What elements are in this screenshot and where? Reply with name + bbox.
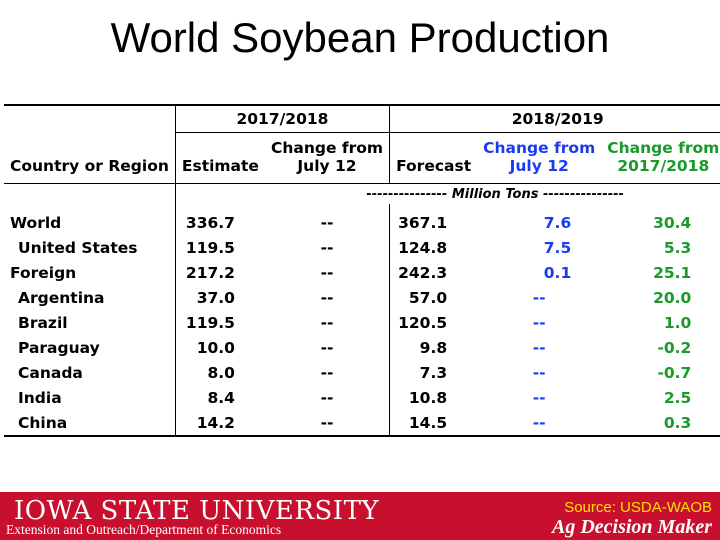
region-cell: Argentina — [18, 288, 105, 307]
change-july-cell: -- — [264, 410, 390, 437]
region-cell: Brazil — [18, 313, 68, 332]
units-label: --------------- Million Tons -----------… — [264, 183, 720, 204]
table-row: Argentina 37.0 -- 57.0 -- 20.0 — [4, 285, 720, 310]
units-row: --------------- Million Tons -----------… — [4, 183, 720, 204]
table-row: United States 119.5 -- 124.8 7.5 5.3 — [4, 235, 720, 260]
footer-bar: IOWA STATE UNIVERSITY Extension and Outr… — [0, 492, 720, 540]
change-july-cell: -- — [320, 263, 334, 282]
estimate-cell: 336.7 — [174, 204, 265, 235]
change-1718-cell: -0.7 — [657, 363, 692, 382]
change-july-b-cell: -- — [532, 313, 546, 332]
table-body: World 336.7 -- 367.1 7.6 30.4 United States 119… — [4, 204, 720, 437]
estimate-cell: 119.5 — [174, 310, 265, 335]
change-july-cell: -- — [320, 363, 334, 382]
header-country: Country or Region — [10, 157, 169, 175]
header-change-1718-line2: 2017/2018 — [617, 157, 710, 175]
region-cell: Paraguay — [18, 338, 100, 357]
header-change-1718-line1: Change from — [607, 139, 720, 157]
region-cell: Canada — [18, 363, 83, 382]
table-row: China 14.2 -- 14.5 -- 0.3 — [4, 410, 720, 437]
region-cell: China — [4, 410, 176, 437]
header-empty-cell — [4, 105, 175, 133]
page-title: World Soybean Production — [110, 14, 610, 61]
university-logo: IOWA STATE UNIVERSITY — [14, 496, 380, 526]
table-row: India 8.4 -- 10.8 -- 2.5 — [4, 385, 720, 410]
estimate-cell: 119.5 — [174, 235, 265, 260]
change-july-cell: -- — [320, 313, 334, 332]
region-cell: World — [10, 213, 62, 232]
change-july-b-cell: -- — [532, 338, 546, 357]
change-1718-cell: 5.3 — [663, 238, 692, 257]
change-1718-cell: 0.3 — [601, 410, 720, 437]
header-group-2018-2019: 2018/2019 — [389, 105, 720, 133]
header-row-line2: Country or Region Estimate July 12 Forec… — [4, 157, 720, 184]
change-1718-cell: 2.5 — [663, 388, 692, 407]
source-label: Source: USDA-WAOB — [564, 499, 712, 516]
header-row-line1: Change from Change from Change from — [4, 132, 720, 158]
header-empty-cell — [4, 133, 175, 158]
forecast-cell: 124.8 — [389, 235, 478, 260]
table-row: Paraguay 10.0 -- 9.8 -- -0.2 — [4, 335, 720, 360]
table-row: Brazil 119.5 -- 120.5 -- 1.0 — [4, 310, 720, 335]
forecast-cell: 120.5 — [389, 310, 478, 335]
header-row-groups: 2017/2018 2018/2019 — [4, 105, 720, 133]
estimate-cell: 10.0 — [174, 335, 265, 360]
change-1718-cell: -0.2 — [657, 338, 692, 357]
change-july-b-cell: 7.5 — [543, 238, 572, 257]
brand-label: Ag Decision Maker — [552, 516, 712, 538]
change-july-b-cell: -- — [477, 410, 602, 437]
units-empty-cell — [4, 183, 176, 204]
estimate-cell: 14.2 — [174, 410, 265, 437]
forecast-cell: 57.0 — [389, 285, 478, 310]
region-cell: India — [18, 388, 62, 407]
change-1718-cell: 25.1 — [653, 263, 692, 282]
change-july-cell: -- — [320, 238, 334, 257]
forecast-cell: 367.1 — [389, 204, 478, 235]
table-row: Foreign 217.2 -- 242.3 0.1 25.1 — [4, 260, 720, 285]
production-table: 2017/2018 2018/2019 Change from Change f… — [4, 104, 720, 437]
production-table-container: 2017/2018 2018/2019 Change from Change f… — [4, 104, 720, 437]
forecast-cell: 14.5 — [389, 410, 478, 437]
estimate-cell: 8.0 — [174, 360, 265, 385]
extension-label: Extension and Outreach/Department of Eco… — [6, 522, 282, 537]
units-empty-cell — [174, 183, 265, 204]
change-july-b-cell: -- — [532, 363, 546, 382]
region-cell: United States — [18, 238, 138, 257]
change-1718-cell: 20.0 — [653, 288, 692, 307]
change-july-b-cell: -- — [532, 288, 546, 307]
header-change-july-line1: Change from — [270, 139, 384, 157]
change-july-cell: -- — [320, 213, 334, 232]
estimate-cell: 217.2 — [174, 260, 265, 285]
forecast-cell: 9.8 — [389, 335, 478, 360]
header-group-2017-2018: 2017/2018 — [174, 105, 390, 133]
header-change-july-b-line1: Change from — [483, 139, 596, 157]
header-empty-cell — [389, 132, 478, 157]
region-cell: Foreign — [10, 263, 77, 282]
estimate-cell: 37.0 — [174, 285, 265, 310]
change-july-cell: -- — [320, 388, 334, 407]
change-1718-cell: 1.0 — [663, 313, 692, 332]
forecast-cell: 7.3 — [389, 360, 478, 385]
change-1718-cell: 30.4 — [653, 213, 692, 232]
header-estimate: Estimate — [174, 157, 265, 184]
forecast-cell: 242.3 — [389, 260, 478, 285]
header-forecast: Forecast — [389, 157, 478, 184]
change-july-b-cell: 7.6 — [543, 213, 572, 232]
estimate-cell: 8.4 — [174, 385, 265, 410]
change-july-cell: -- — [320, 338, 334, 357]
header-change-july-b-line2: July 12 — [509, 157, 569, 175]
table-row: Canada 8.0 -- 7.3 -- -0.7 — [4, 360, 720, 385]
header-change-july-line2: July 12 — [297, 157, 357, 175]
change-july-cell: -- — [320, 288, 334, 307]
change-july-b-cell: -- — [532, 388, 546, 407]
header-empty-cell — [174, 132, 265, 157]
table-row: World 336.7 -- 367.1 7.6 30.4 — [4, 204, 720, 235]
change-july-b-cell: 0.1 — [543, 263, 572, 282]
forecast-cell: 10.8 — [389, 385, 478, 410]
